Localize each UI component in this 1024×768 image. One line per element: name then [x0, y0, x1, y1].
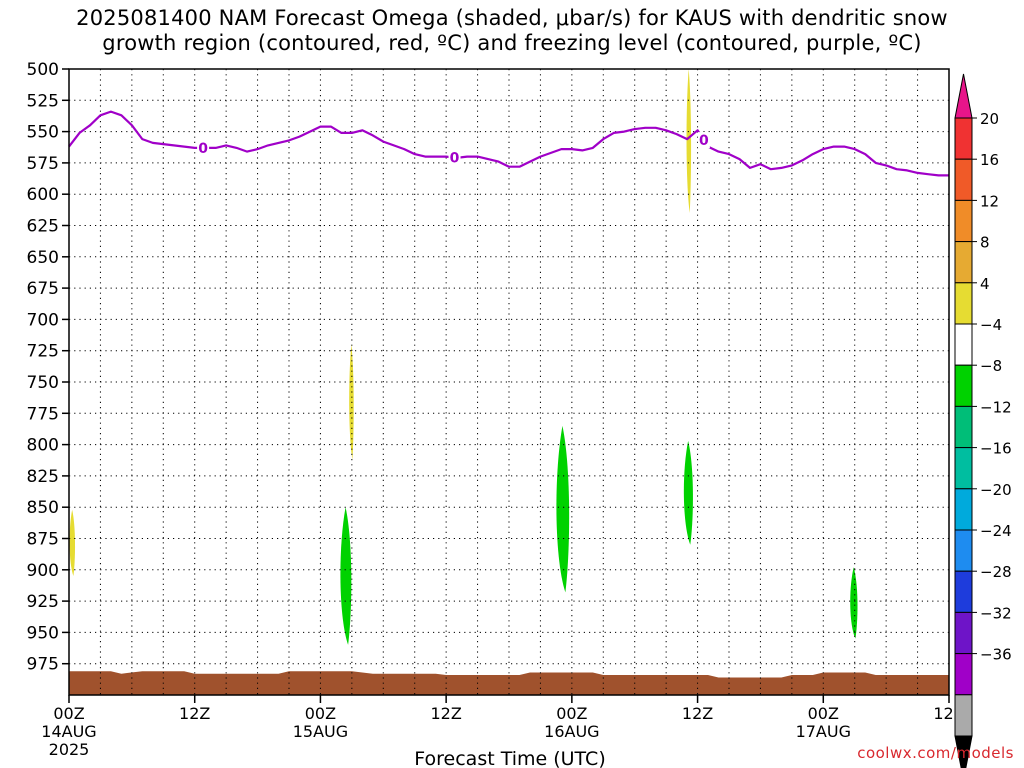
colorbar-bin — [954, 611, 973, 655]
contour-label-bg — [448, 149, 461, 166]
y-tick-label: 650 — [27, 248, 59, 268]
omega-region-3 — [340, 507, 352, 645]
y-tick-label: 700 — [27, 310, 59, 330]
colorbar-label: −24 — [980, 522, 1012, 540]
colorbar-bin — [954, 694, 973, 737]
x-tick-label: 12Z — [430, 704, 461, 723]
colorbar-label: −36 — [980, 646, 1012, 664]
x-tick-label: 17AUG — [796, 722, 851, 741]
omega-region-1 — [69, 509, 76, 577]
colorbar-label: −32 — [980, 604, 1012, 622]
x-tick-label: 00Z — [556, 704, 587, 723]
freezing-level-contour-label: 0 — [450, 151, 460, 167]
contour-label-bg — [197, 139, 210, 156]
colorbar-bin — [954, 447, 973, 490]
y-tick-label: 825 — [27, 467, 59, 487]
colorbar-label: −4 — [980, 316, 1002, 334]
y-tick-label: 900 — [27, 561, 59, 581]
colorbar-bin — [954, 323, 973, 366]
freezing-level-line — [68, 110, 949, 177]
colorbar-label: 4 — [980, 275, 990, 293]
y-tick-label: 525 — [27, 91, 59, 111]
colorbar-bin — [954, 199, 973, 243]
omega-region-6 — [686, 69, 692, 213]
y-tick-label: 950 — [27, 623, 59, 643]
omega-shading-layer — [69, 69, 858, 645]
colorbar-bin — [954, 405, 973, 449]
colorbar-label: 12 — [980, 192, 999, 210]
chart-title: 2025081400 NAM Forecast Omega (shaded, μ… — [0, 6, 1024, 56]
x-tick-label: 16AUG — [544, 722, 599, 741]
y-tick-label: 875 — [27, 530, 59, 550]
colorbar-bin — [954, 570, 973, 613]
y-tick-label: 975 — [27, 655, 59, 675]
colorbar-label: −16 — [980, 440, 1012, 458]
freezing-level-contour-label: 0 — [699, 133, 709, 149]
omega-region-4 — [556, 425, 570, 593]
x-axis-label: Forecast Time (UTC) — [414, 748, 605, 768]
chart-title-line-1: 2025081400 NAM Forecast Omega (shaded, μ… — [76, 6, 948, 30]
colorbar-bin — [954, 488, 973, 531]
colorbar-label: −8 — [980, 357, 1002, 375]
y-tick-label: 575 — [27, 154, 59, 174]
x-tick-label: 12Z — [179, 704, 210, 723]
y-tick-label: 675 — [27, 279, 59, 299]
y-tick-label: 925 — [27, 592, 59, 612]
x-tick-label: 12Z — [682, 704, 713, 723]
colorbar-bin — [954, 117, 973, 160]
colorbar-label: −28 — [980, 563, 1012, 581]
freezing-level-layer: 0 0 0 — [68, 110, 949, 177]
colorbar-label: 16 — [980, 151, 999, 169]
x-tick-label: 00Z — [53, 704, 84, 723]
colorbar: 20 16 12 8 4 −4 −8 −12 −16 −20 −24 −28 −32 −36 — [954, 73, 1012, 768]
colorbar-bin — [954, 653, 973, 696]
credit-text: coolwx.com/models — [857, 744, 1014, 762]
colorbar-label: 8 — [980, 234, 990, 252]
colorbar-bin — [954, 282, 973, 325]
colorbar-label: 20 — [980, 110, 999, 128]
y-tick-label: 500 — [27, 60, 59, 80]
colorbar-bottom-arrow — [954, 735, 973, 768]
y-tick-label: 775 — [27, 404, 59, 424]
omega-region-7 — [850, 567, 858, 639]
y-tick-label: 800 — [27, 436, 59, 456]
x-tick-label: 14AUG — [41, 722, 96, 741]
y-tick-label: 750 — [27, 373, 59, 393]
y-tick-label: 850 — [27, 498, 59, 518]
colorbar-bin — [954, 158, 973, 201]
colorbar-bin — [954, 364, 973, 407]
x-tick-label: 00Z — [808, 704, 839, 723]
colorbar-label: −12 — [980, 398, 1012, 416]
omega-region-5 — [683, 440, 693, 545]
colorbar-label: −20 — [980, 481, 1012, 499]
y-axis-ticks: 500 525 550 575 600 625 650 675 700 725 750 775 800 8… — [27, 60, 69, 675]
x-tick-label: 00Z — [305, 704, 336, 723]
colorbar-bin — [954, 529, 973, 572]
contour-label-bg — [697, 132, 710, 149]
chart-title-line-2: growth region (contoured, red, ºC) and f… — [102, 31, 922, 55]
y-tick-label: 625 — [27, 217, 59, 237]
y-tick-label: 600 — [27, 185, 59, 205]
y-tick-label: 725 — [27, 342, 59, 362]
y-tick-label: 550 — [27, 123, 59, 143]
x-tick-label: 15AUG — [293, 722, 348, 741]
colorbar-top-arrow — [954, 73, 973, 119]
freezing-level-contour-label: 0 — [198, 141, 208, 157]
grid-lines — [69, 69, 949, 695]
x-tick-label: 2025 — [49, 740, 90, 759]
colorbar-bin — [954, 241, 973, 284]
